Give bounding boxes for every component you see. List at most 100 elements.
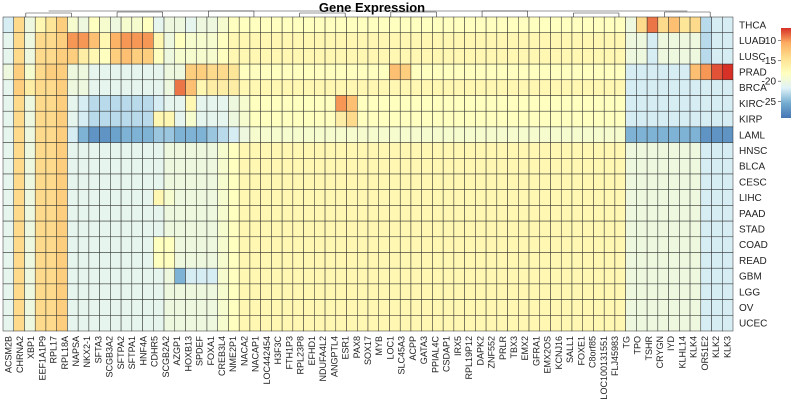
column-label: KCNJ16 [554,336,564,370]
heatmap-cell [153,252,165,269]
column-label: TPO [633,336,643,355]
heatmap-cell [560,252,573,269]
heatmap-cell [722,173,734,190]
heatmap-cell [571,189,583,206]
heatmap-cell [496,173,508,190]
heatmap-cell [324,32,337,49]
heatmap-cell [485,173,498,190]
heatmap-cell [120,158,133,175]
heatmap-cell [292,48,304,65]
heatmap-cell [45,95,57,112]
heatmap-cell [314,220,326,238]
heatmap-cell [646,126,659,143]
heatmap-cell [625,252,637,269]
heatmap-cell [314,95,326,112]
heatmap-cell [77,158,90,175]
heatmap-cell [88,32,100,49]
heatmap-cell [367,110,379,128]
heatmap-cell [357,16,369,33]
heatmap-cell [13,79,25,96]
heatmap-cell [56,126,68,143]
heatmap-cell [314,236,326,253]
heatmap-cell [636,126,648,143]
heatmap-cell [571,236,583,253]
heatmap-cell [571,299,583,316]
heatmap-cell [99,283,111,300]
heatmap-cell [346,95,358,112]
heatmap-cell [271,220,283,238]
heatmap-cell [77,110,90,128]
heatmap-cell [560,283,573,300]
heatmap-cell [56,299,68,316]
heatmap-cell [582,48,594,65]
heatmap-cell [34,110,47,128]
heatmap-cell [496,95,508,112]
heatmap-cell [485,63,498,81]
heatmap-cell [711,220,723,238]
heatmap-cell [464,16,476,33]
heatmap-cell [185,205,197,222]
heatmap-cell [88,220,100,238]
heatmap-cell [475,299,487,316]
heatmap-cell [399,63,412,81]
heatmap-cell [2,205,14,222]
heatmap-cell [646,173,659,190]
column-label: OR51E2 [700,336,710,371]
heatmap-cell [722,79,734,96]
heatmap-cell [335,63,347,81]
heatmap-cell [120,205,133,222]
heatmap-cell [518,173,530,190]
heatmap-cell [646,110,659,128]
heatmap-cell [679,126,691,143]
heatmap-cell [185,189,197,206]
heatmap-cell [550,32,562,49]
heatmap-cell [485,236,498,253]
heatmap-cell [335,48,347,65]
heatmap-cell [603,95,616,112]
heatmap-cell [249,283,261,300]
heatmap-cell [550,63,562,81]
heatmap-cell [539,252,551,269]
heatmap-cell [389,220,401,238]
heatmap-cell [217,79,229,96]
heatmap-cell [217,32,229,49]
heatmap-cell [389,315,401,332]
heatmap-cell [77,205,90,222]
heatmap-cell [496,110,508,128]
heatmap-cell [485,16,498,33]
heatmap-cell [281,63,294,81]
heatmap-cell [625,126,637,143]
heatmap-cell [45,79,57,96]
heatmap-cell [378,95,390,112]
heatmap-cell [389,126,401,143]
column-label: ANGPTL4 [329,336,339,377]
heatmap-cell [34,173,47,190]
heatmap-cell [195,79,208,96]
heatmap-cell [13,110,25,128]
heatmap-cell [399,299,412,316]
heatmap-cell [206,283,218,300]
heatmap-cell [24,16,36,33]
heatmap-cell [357,189,369,206]
heatmap-cell [34,220,47,238]
heatmap-cell [99,79,111,96]
column-label: NACA2 [239,336,249,366]
heatmap-cell [88,283,100,300]
heatmap-cell [700,32,712,49]
heatmap-cell [421,267,433,285]
heatmap-cell [153,48,165,65]
heatmap-cell [518,63,530,81]
heatmap-cell [324,220,337,238]
heatmap-cell [603,126,616,143]
heatmap-cell [163,48,176,65]
heatmap-cell [485,79,498,96]
heatmap-cell [357,267,369,285]
heatmap-cell [603,158,616,175]
heatmap-cell [67,299,79,316]
heatmap-cell [518,48,530,65]
row-label: PAAD [739,209,766,220]
heatmap-cell [432,32,444,49]
heatmap-cell [292,267,304,285]
heatmap-cell [131,252,143,269]
heatmap-cell [238,95,251,112]
